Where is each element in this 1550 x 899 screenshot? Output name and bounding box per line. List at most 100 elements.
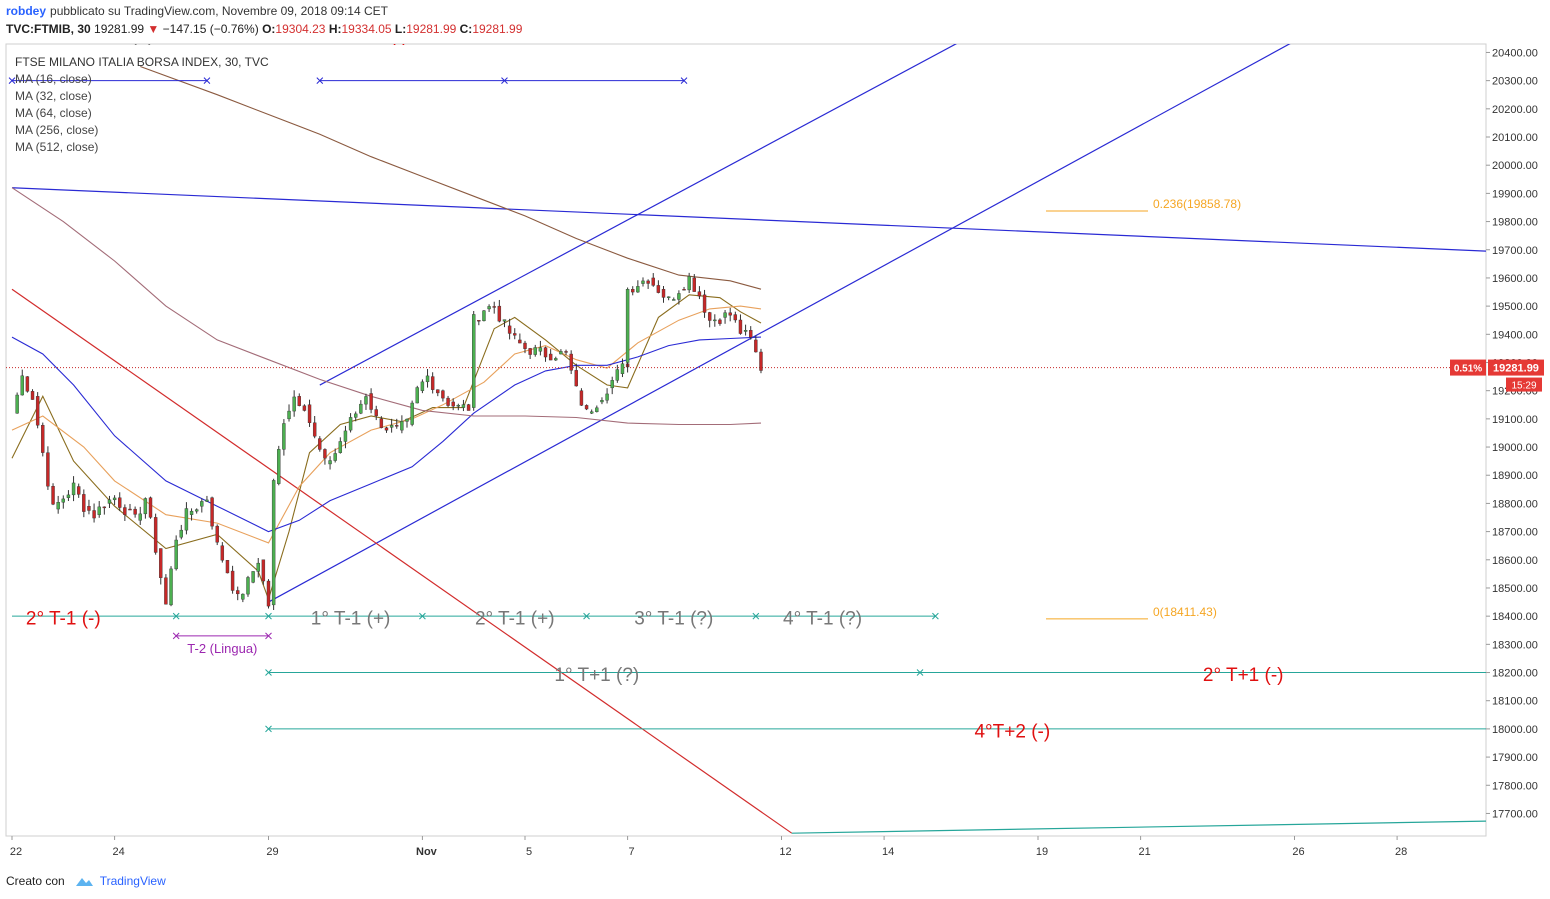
candle-body [502,319,507,322]
candle-body [256,562,260,572]
annotation-label: 2° T-1 (+) [75,25,155,46]
candle [138,506,142,525]
candle-body [430,376,435,390]
tradingview-link[interactable]: TradingView [73,874,166,888]
candle-body [318,438,322,450]
candle [441,389,445,402]
candle-body [118,497,122,508]
candle-body [651,277,655,286]
candle-body [236,590,240,595]
candle [574,363,578,387]
candle [430,372,435,394]
candle [148,496,153,519]
candle [528,347,532,360]
candle [256,558,260,578]
high-label: H: [328,22,342,36]
x-tick-label: 24 [112,846,124,858]
candle [46,446,50,490]
moving-average-line [140,65,762,290]
candle-body [112,497,117,501]
cycle-mark [501,77,508,84]
candle [502,319,507,328]
candle-body [441,390,445,399]
candle-body [205,499,209,502]
candle [71,476,76,502]
candle [631,286,635,296]
candle [384,426,389,433]
x-tick-label: 28 [1395,846,1407,858]
low-value: 19281.99 [406,22,457,36]
candle-body [754,339,758,353]
annotation-label: 1° T-1 (+) [311,609,391,630]
candle [487,304,491,312]
cycle-mark [583,612,590,620]
candle [702,289,707,318]
candle-body [487,306,491,310]
candle-body [425,375,430,383]
candle [15,392,19,414]
candle-body [497,305,502,322]
legend-item[interactable]: MA (512, close) [15,140,99,154]
candle-body [246,577,250,595]
candle [56,495,60,514]
candle-body [528,348,532,355]
candle-body [415,387,419,404]
candle-body [302,405,307,411]
candle-body [436,389,440,394]
legend-item[interactable]: MA (256, close) [15,123,99,137]
candle [143,497,148,519]
created-with-text: Creato con [6,874,65,888]
candle-body [292,396,296,412]
candle-body [533,347,537,355]
candle-body [174,539,178,570]
candle-body [220,545,225,561]
candle [133,506,137,518]
author-link[interactable]: robdey [6,4,47,18]
y-tick-label: 17700.00 [1492,808,1538,820]
candle [323,448,327,465]
candle [625,287,630,367]
candle-body [472,314,476,408]
candle-body [354,413,358,418]
candle-body [400,421,404,431]
candle-body [477,320,481,322]
candle-body [41,425,45,453]
candle-body [107,499,112,504]
y-tick-label: 18800.00 [1492,498,1538,510]
y-tick-label: 18200.00 [1492,668,1538,680]
price-badge-text: 19281.99 [1493,363,1539,375]
legend-item[interactable]: MA (16, close) [15,72,92,86]
candle [451,398,455,411]
candle-series[interactable] [15,272,763,611]
trend-line [268,44,1291,603]
candle [728,307,732,322]
candle-body [374,409,378,416]
annotation-label: T-2 (Lingua) [187,641,257,656]
candle-body [692,277,696,292]
candle-body [76,486,81,495]
candle-body [148,497,153,518]
candle-body [312,422,317,437]
candle [292,390,296,417]
legend-item[interactable]: MA (32, close) [15,89,92,103]
annotations: 0.236(19858.78) 0(18411.43) 2° T-1 (-) 1° T… [8,25,1486,742]
annotation-label: 3° T-1 (?) [634,609,713,630]
candle-body [307,404,312,423]
legend-item[interactable]: MA (64, close) [15,106,92,120]
candle [713,314,717,327]
candle [636,280,640,293]
moving-average-line [11,336,762,533]
candle [579,388,584,406]
cycle-mark [172,632,180,640]
candle [707,311,712,328]
candle [718,318,722,326]
y-tick-label: 20400.00 [1492,47,1538,59]
candle [738,314,743,335]
candle-body [656,285,661,293]
cycle-mark [265,612,272,620]
cycle-mark [265,669,272,676]
cloud-logo-icon [75,878,93,886]
cycle-mark [316,77,324,84]
annotation-label: 2° T+1 (-) [1203,665,1284,686]
